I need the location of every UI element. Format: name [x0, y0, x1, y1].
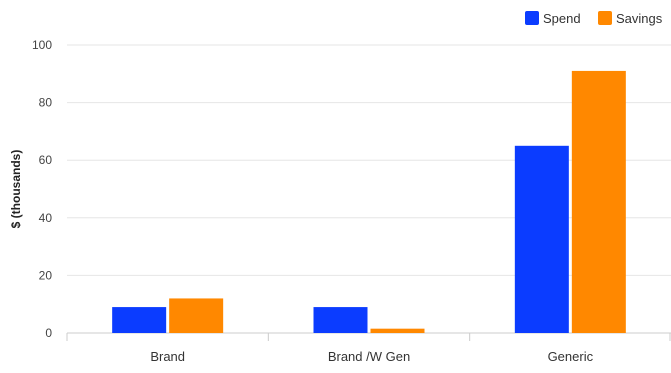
- legend[interactable]: Spend Savings: [525, 11, 663, 26]
- y-axis-ticks: 0 20 40 60 80 100: [32, 38, 52, 340]
- bar-spend[interactable]: [514, 145, 569, 333]
- y-tick-label: 100: [32, 38, 52, 52]
- legend-swatch-spend: [525, 11, 539, 25]
- y-axis-label: $ (thousands): [9, 150, 23, 229]
- bar-spend[interactable]: [313, 307, 368, 333]
- y-tick-label: 60: [39, 153, 53, 167]
- bar-savings[interactable]: [571, 70, 626, 334]
- bar-spend[interactable]: [112, 307, 167, 333]
- grid-lines: [67, 44, 671, 334]
- legend-label-savings[interactable]: Savings: [616, 11, 663, 26]
- y-tick-label: 40: [39, 211, 53, 225]
- legend-swatch-savings: [598, 11, 612, 25]
- bar-savings[interactable]: [370, 328, 425, 333]
- x-tick-label: Brand: [150, 349, 185, 364]
- y-tick-label: 20: [39, 268, 53, 282]
- bar-savings[interactable]: [169, 298, 224, 333]
- x-tick-label: Generic: [548, 349, 594, 364]
- x-tick-label: Brand /W Gen: [328, 349, 410, 364]
- y-tick-label: 80: [39, 96, 53, 110]
- legend-label-spend[interactable]: Spend: [543, 11, 581, 26]
- x-axis: Brand Brand /W Gen Generic: [66, 333, 671, 364]
- bars: [112, 70, 626, 334]
- y-tick-label: 0: [45, 326, 52, 340]
